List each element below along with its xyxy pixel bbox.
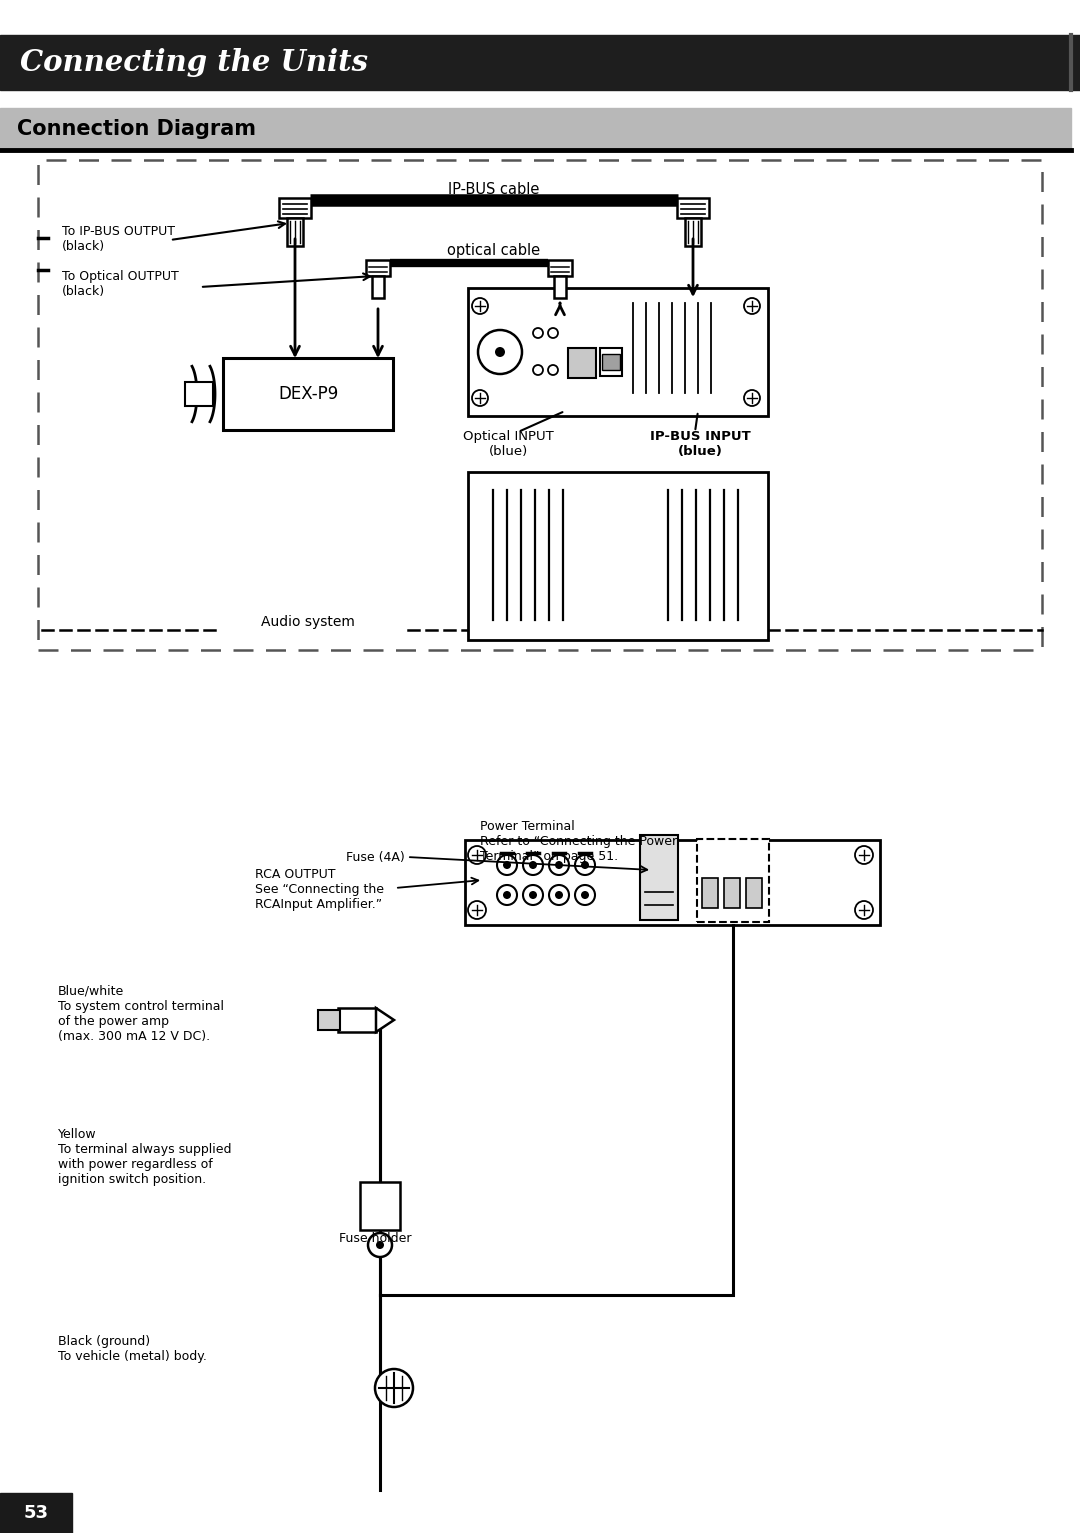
Text: DEX-P9: DEX-P9 bbox=[278, 385, 338, 403]
Bar bbox=[602, 354, 620, 369]
Bar bbox=[465, 840, 880, 924]
Text: Connection Diagram: Connection Diagram bbox=[17, 120, 256, 140]
Circle shape bbox=[549, 885, 569, 904]
Circle shape bbox=[855, 901, 873, 918]
Bar bbox=[185, 382, 213, 406]
Circle shape bbox=[555, 862, 563, 869]
Bar bbox=[372, 276, 384, 297]
Text: Power Terminal
Refer to “Connecting the Power
Terminal” on page 51.: Power Terminal Refer to “Connecting the … bbox=[480, 820, 677, 863]
Circle shape bbox=[575, 885, 595, 904]
Text: Connecting the Units: Connecting the Units bbox=[21, 48, 368, 77]
Bar bbox=[702, 878, 718, 908]
Text: Fuse holder: Fuse holder bbox=[339, 1233, 411, 1245]
Circle shape bbox=[523, 855, 543, 875]
Text: Fuse (4A): Fuse (4A) bbox=[347, 851, 405, 863]
Text: Yellow
To terminal always supplied
with power regardless of
ignition switch posi: Yellow To terminal always supplied with … bbox=[58, 1128, 231, 1187]
Text: To Optical OUTPUT
(black): To Optical OUTPUT (black) bbox=[62, 270, 179, 297]
Text: RCA OUTPUT
See “Connecting the
RCAInput Amplifier.”: RCA OUTPUT See “Connecting the RCAInput … bbox=[255, 868, 384, 911]
Circle shape bbox=[368, 1233, 392, 1257]
Text: Optical INPUT
(blue): Optical INPUT (blue) bbox=[462, 429, 553, 458]
Circle shape bbox=[497, 885, 517, 904]
Circle shape bbox=[548, 328, 558, 337]
Bar bbox=[318, 1010, 340, 1030]
Bar bbox=[468, 288, 768, 415]
Polygon shape bbox=[376, 1009, 394, 1032]
Circle shape bbox=[855, 846, 873, 865]
Circle shape bbox=[472, 297, 488, 314]
Circle shape bbox=[495, 346, 505, 357]
Text: Blue/white
To system control terminal
of the power amp
(max. 300 mA 12 V DC).: Blue/white To system control terminal of… bbox=[58, 986, 224, 1042]
Text: IP-BUS INPUT
(blue): IP-BUS INPUT (blue) bbox=[650, 429, 751, 458]
Circle shape bbox=[468, 901, 486, 918]
Bar bbox=[600, 348, 622, 376]
Bar bbox=[697, 839, 769, 921]
Text: To IP-BUS OUTPUT
(black): To IP-BUS OUTPUT (black) bbox=[62, 225, 175, 253]
Circle shape bbox=[375, 1369, 413, 1407]
Bar bbox=[685, 218, 701, 245]
Circle shape bbox=[534, 365, 543, 376]
Circle shape bbox=[744, 389, 760, 406]
Bar bbox=[38, 159, 1042, 650]
Bar bbox=[0, 35, 1080, 90]
Circle shape bbox=[503, 891, 511, 898]
Circle shape bbox=[581, 862, 589, 869]
Circle shape bbox=[744, 297, 760, 314]
Bar bbox=[279, 198, 311, 218]
Bar bbox=[0, 107, 1071, 150]
Circle shape bbox=[529, 891, 537, 898]
Circle shape bbox=[549, 855, 569, 875]
Circle shape bbox=[478, 330, 522, 374]
Bar bbox=[360, 1182, 400, 1229]
Bar bbox=[677, 198, 708, 218]
Circle shape bbox=[534, 328, 543, 337]
Circle shape bbox=[376, 1242, 384, 1249]
Bar bbox=[548, 261, 572, 276]
Circle shape bbox=[523, 885, 543, 904]
Bar bbox=[287, 218, 303, 245]
Circle shape bbox=[472, 389, 488, 406]
Text: Audio system: Audio system bbox=[261, 615, 355, 629]
Bar bbox=[554, 276, 566, 297]
Bar bbox=[338, 1009, 376, 1032]
Circle shape bbox=[548, 365, 558, 376]
Circle shape bbox=[575, 855, 595, 875]
Bar bbox=[222, 359, 393, 429]
Circle shape bbox=[581, 891, 589, 898]
Text: optical cable: optical cable bbox=[447, 242, 541, 258]
Text: 53: 53 bbox=[24, 1504, 49, 1522]
Text: IP-BUS cable: IP-BUS cable bbox=[448, 182, 540, 198]
Bar bbox=[366, 261, 390, 276]
Bar bbox=[568, 348, 596, 379]
Bar bbox=[468, 472, 768, 639]
Circle shape bbox=[503, 862, 511, 869]
Text: Black (ground)
To vehicle (metal) body.: Black (ground) To vehicle (metal) body. bbox=[58, 1335, 207, 1363]
Circle shape bbox=[529, 862, 537, 869]
Circle shape bbox=[555, 891, 563, 898]
Circle shape bbox=[497, 855, 517, 875]
Bar bbox=[746, 878, 762, 908]
Circle shape bbox=[468, 846, 486, 865]
Bar bbox=[640, 835, 678, 920]
Bar bbox=[724, 878, 740, 908]
Bar bbox=[0, 1493, 72, 1533]
